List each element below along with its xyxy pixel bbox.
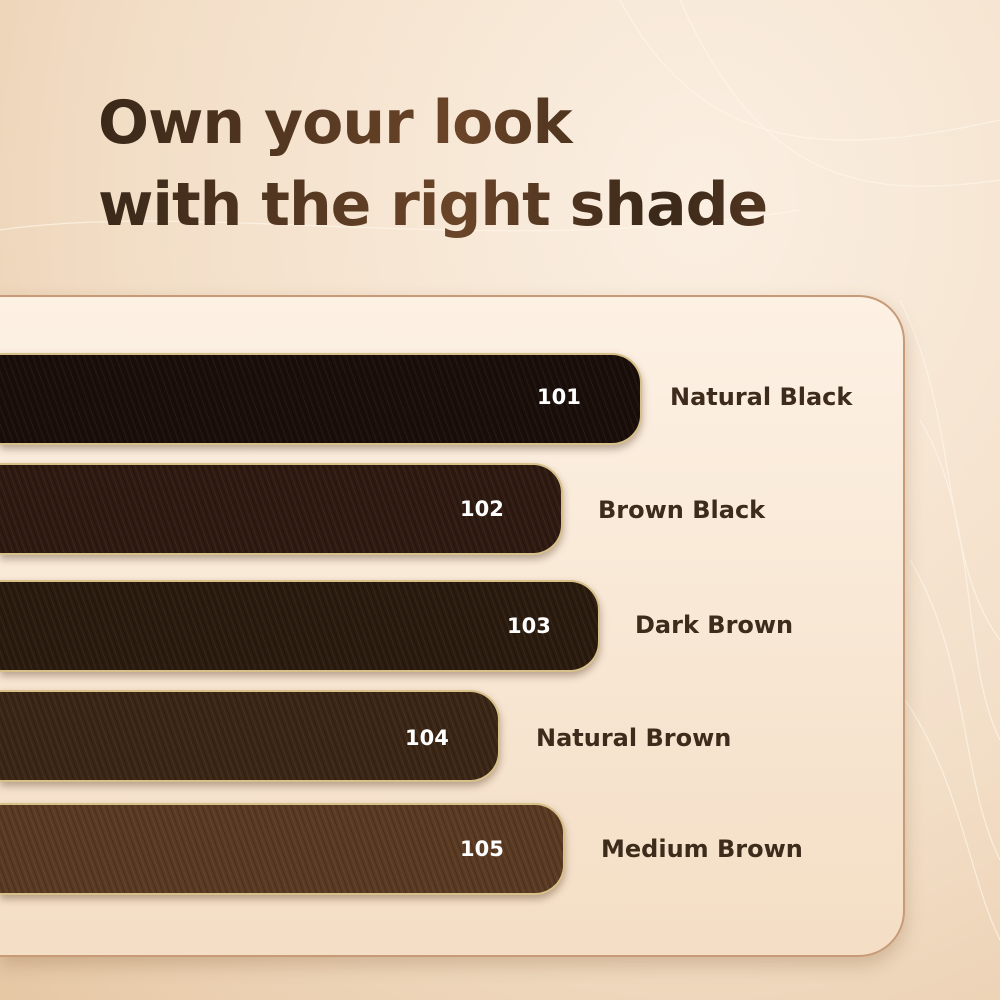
shade-code: 105 xyxy=(460,837,504,861)
shade-code: 104 xyxy=(405,726,449,750)
shade-name: Natural Black xyxy=(670,383,853,411)
shade-name: Brown Black xyxy=(598,496,766,524)
shade-swatch-102 xyxy=(0,463,563,555)
shade-swatch-101 xyxy=(0,353,642,445)
shade-swatch-103 xyxy=(0,580,600,672)
shade-name: Natural Brown xyxy=(536,724,732,752)
shade-name: Dark Brown xyxy=(635,611,794,639)
headline: Own your look with the right shade xyxy=(98,82,898,246)
shade-swatch-105 xyxy=(0,803,565,895)
headline-line-2: with the right shade xyxy=(98,170,768,240)
shade-name: Medium Brown xyxy=(601,835,803,863)
headline-line-1: Own your look xyxy=(98,88,572,158)
shade-code: 101 xyxy=(537,385,581,409)
shade-code: 102 xyxy=(460,497,504,521)
shade-code: 103 xyxy=(507,614,551,638)
shade-swatch-104 xyxy=(0,690,500,782)
